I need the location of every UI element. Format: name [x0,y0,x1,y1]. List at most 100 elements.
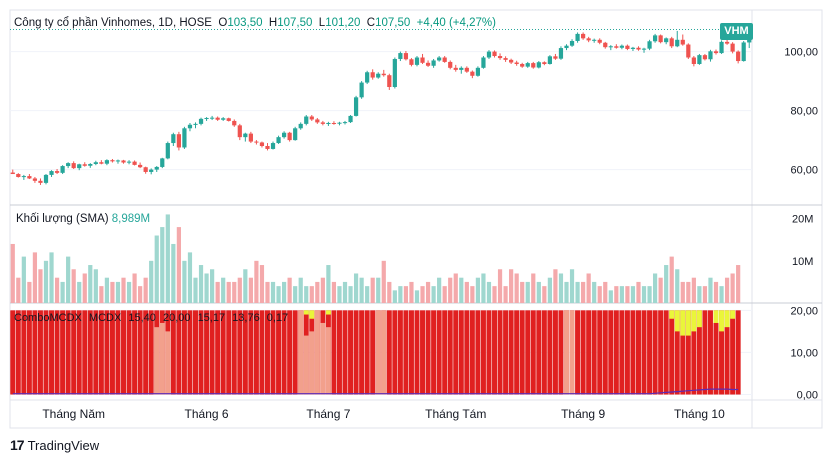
mcdx-red-bar [270,310,276,395]
volume-bar [592,281,597,303]
volume-bar [43,260,49,303]
volume-bar [309,286,314,303]
candle [71,163,76,169]
volume-bar [658,277,663,303]
mcdx-yellow-bar [730,310,736,319]
candle [293,128,298,141]
candle [10,172,15,175]
volume-bar [32,252,38,303]
volume-bar [686,281,691,303]
mcdx-yellow-bar [674,310,680,332]
x-tick-label: Tháng 9 [561,407,605,421]
candle [608,46,613,48]
volume-bar [630,286,636,303]
x-tick-label: Tháng 10 [674,407,725,421]
candle [664,38,669,43]
mcdx-light-bar [298,310,304,395]
volume-bar [259,265,265,303]
mcdx-red-bar [713,310,719,395]
mcdx-red-bar [115,310,121,395]
volume-bar [16,277,21,303]
mcdx-red-bar [342,310,348,395]
mcdx-red-bar [193,310,198,395]
volume-bar [702,286,708,303]
mcdx-red-bar [530,310,536,395]
volume-bar [66,256,71,303]
volume-bar [27,281,32,303]
mcdx-red-bar [242,310,248,395]
mcdx-red-bar [669,310,675,395]
mcdx-red-bar [492,310,498,395]
volume-bar [492,286,497,303]
mcdx-red-bar [15,310,21,395]
mcdx-red-bar [370,310,376,395]
volume-bar [597,286,602,303]
candle [652,35,658,42]
mcdx-red-bar [49,310,55,395]
mcdx-red-bar [126,310,132,395]
indicator-header[interactable]: ComboMCDX MCDX 15,40 20,00 15,17 13,76 0… [14,312,292,324]
volume-bar [547,277,552,303]
volume-bar [664,265,669,303]
symbol-header: Công ty cổ phần Vinhomes, 1D, HOSE O103,… [14,17,496,29]
volume-bar [298,277,303,303]
mcdx-red-bar [336,310,342,395]
candle [226,118,231,121]
mcdx-red-bar [65,310,71,395]
candle [304,116,309,124]
volume-bar [558,273,564,303]
candle [38,180,43,183]
mcdx-red-bar [519,310,525,395]
volume-bar [243,269,248,303]
candle [542,62,547,64]
candle [475,67,481,76]
candle [453,67,458,70]
indicator-item: 13,76 [232,312,260,324]
mcdx-red-bar [552,310,558,395]
indicator-item: MCDX [88,312,122,324]
volume-header[interactable]: Khối lượng (SMA) 8,989M [16,213,150,225]
volume-bar [531,273,536,303]
x-tick-label: Tháng 7 [306,407,350,421]
mcdx-red-bar [641,310,647,395]
mcdx-red-bar [691,310,697,395]
interval[interactable]: 1D [158,17,173,29]
mcdx-red-bar [696,310,702,395]
candle [425,62,431,66]
volume-bar [71,269,76,303]
mcdx-red-bar [331,310,337,395]
mcdx-red-bar [137,310,143,395]
candle [176,134,181,148]
mcdx-line [12,388,739,395]
close-value: 107,50 [375,17,411,29]
volume-bar [437,277,442,303]
mcdx-red-bar [658,310,664,395]
mcdx-yellow-bar [325,310,331,315]
indicator-item: 0,17 [266,312,289,324]
candle [221,118,226,120]
volume-bar [21,256,26,303]
volume-bar [93,269,98,303]
candle [165,143,170,159]
candle [359,82,364,98]
tradingview-footer[interactable]: 17 TradingView [10,437,99,453]
mcdx-red-bar [187,310,193,395]
mcdx-red-bar [475,310,481,395]
volume-bar [403,286,409,303]
candle [160,158,165,167]
candle [331,122,337,124]
volume-bar [497,269,503,303]
candle [121,160,126,163]
mcdx-red-bar [170,310,176,395]
candle [481,57,486,68]
volume-bar [115,281,121,303]
volume-bar [365,286,370,303]
candle [713,51,719,54]
candle [636,47,641,50]
mcdx-red-bar [447,310,453,395]
volume-bar [210,269,215,303]
candle [348,115,353,123]
candle [392,58,397,87]
volume-bar [171,243,176,303]
